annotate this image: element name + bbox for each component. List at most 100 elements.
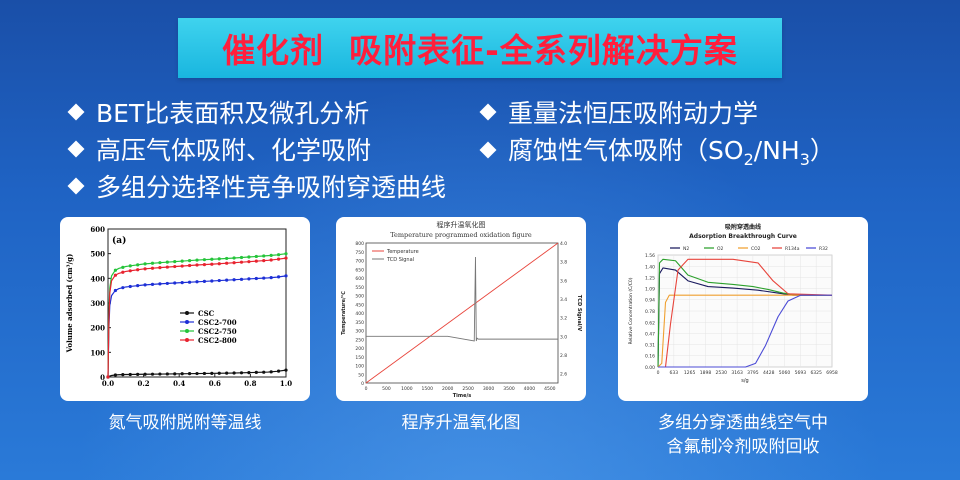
series-line-CSC2-700 [107, 275, 287, 378]
data-point [173, 264, 177, 269]
x-tick-label: 0.2 [138, 379, 150, 388]
legend-label: R134a [785, 246, 800, 252]
legend-marker [185, 311, 189, 315]
legend-label: R32 [819, 246, 828, 252]
y-tick-label: 350 [355, 320, 364, 326]
series-line-CSC2-800 [107, 257, 287, 378]
data-point [269, 253, 273, 257]
data-point [158, 266, 162, 270]
data-point [150, 261, 155, 265]
x-tick-label: 1000 [401, 386, 413, 392]
y-tick-label: 600 [355, 276, 364, 282]
data-point [150, 282, 155, 286]
series-line-TCD-Signal [366, 256, 558, 342]
y2-axis-label: TCD Signal/V [576, 295, 582, 331]
legend-label: TCD Signal [386, 257, 414, 263]
y-tick-label: 0.31 [645, 343, 655, 349]
y-tick-label: 0.47 [645, 331, 655, 337]
data-point [217, 371, 221, 375]
y-tick-label: 200 [90, 324, 105, 333]
data-point [158, 282, 162, 286]
data-point [136, 263, 140, 267]
feature-item-high-pressure: 高压气体吸附、化学吸附 [67, 131, 371, 167]
x-tick-label: 3500 [503, 386, 515, 392]
feature-text-part: ） [809, 136, 835, 165]
data-point [136, 268, 140, 272]
legend-label: Temperature [386, 249, 419, 255]
data-point [121, 270, 125, 274]
y-tick-label: 0.78 [645, 309, 655, 315]
data-point [284, 256, 288, 260]
series-line-O2 [657, 258, 832, 368]
isotherm-chart-card: 0 100 200 300 400 500 600 0.0 0.2 0.4 0.6 0.8 1.0 Vol… [60, 217, 310, 401]
data-point [106, 375, 110, 379]
data-point [128, 284, 132, 289]
y-axis-label: Volume adsorbed (cm³/g) [65, 254, 74, 354]
chart-title-cn: 吸附穿透曲线 [725, 223, 761, 231]
y-tick-label: 450 [355, 302, 364, 308]
data-point [195, 263, 199, 267]
data-point [121, 286, 125, 290]
y-tick-label: 400 [90, 274, 105, 283]
data-point [269, 370, 273, 374]
x-tick-label: 1898 [700, 370, 712, 376]
data-point [225, 261, 229, 265]
y-tick-label: 0.94 [645, 298, 655, 304]
data-point [150, 372, 155, 376]
data-point [217, 278, 221, 283]
x-tick-label: 2000 [442, 386, 454, 392]
feature-text: BET比表面积及微孔分析 [96, 99, 370, 128]
diamond-bullet-icon [67, 103, 85, 121]
x-tick-label: 2500 [462, 386, 474, 392]
data-point [210, 279, 214, 283]
series-line-R134a [658, 258, 833, 368]
x-tick-label: 4500 [544, 386, 556, 392]
tpo-caption: 程序升温氧化图 [401, 413, 521, 433]
data-point [195, 258, 199, 262]
x-axis-label: s/g [741, 378, 748, 384]
data-point [143, 283, 147, 287]
y-tick-label: 1.40 [645, 264, 655, 270]
legend-label: CSC2-750 [198, 327, 237, 336]
data-point [136, 284, 140, 288]
x-axis-label: Time/s [453, 393, 472, 399]
data-point [276, 253, 281, 257]
data-point [247, 255, 251, 259]
y2-tick-label: 3.2 [560, 316, 567, 322]
data-point [202, 279, 207, 283]
data-point [113, 273, 118, 277]
plot-frame [365, 242, 559, 384]
data-point [262, 370, 266, 374]
feature-text: 重量法恒压吸附动力学 [508, 99, 759, 128]
data-point [232, 371, 236, 375]
data-point [254, 276, 258, 281]
feature-text-part: 腐蚀性气体吸附（SO [508, 136, 744, 165]
data-point [158, 372, 162, 376]
feature-item-corrosive: 腐蚀性气体吸附（SO2/NH3） [479, 131, 835, 169]
legend-marker [185, 329, 189, 333]
caption-line: 多组分穿透曲线空气中 [658, 413, 828, 433]
y-tick-label: 0.16 [645, 354, 655, 360]
diamond-bullet-icon [67, 140, 85, 158]
data-point [262, 259, 266, 263]
y2-tick-label: 3.4 [560, 297, 567, 303]
x-tick-label: 500 [382, 386, 391, 392]
data-point [165, 265, 169, 269]
data-point [276, 275, 281, 279]
feature-text: 腐蚀性气体吸附（SO2/NH3） [508, 131, 835, 169]
data-point [239, 371, 244, 375]
y-axis-label: Relative Concentration (C/C0) [628, 277, 634, 344]
legend-label: CSC2-800 [198, 336, 237, 345]
y-tick-label: 150 [355, 355, 364, 361]
y-tick-label: 300 [355, 329, 364, 335]
diamond-bullet-icon [67, 177, 85, 195]
x-tick-label: 4428 [763, 370, 775, 376]
y-tick-label: 550 [355, 285, 364, 291]
data-point [202, 263, 207, 267]
data-point [143, 267, 147, 271]
data-point [239, 255, 244, 260]
y-tick-label: 650 [355, 267, 364, 273]
data-point [143, 262, 147, 266]
data-point [180, 372, 184, 376]
data-point [128, 372, 132, 377]
